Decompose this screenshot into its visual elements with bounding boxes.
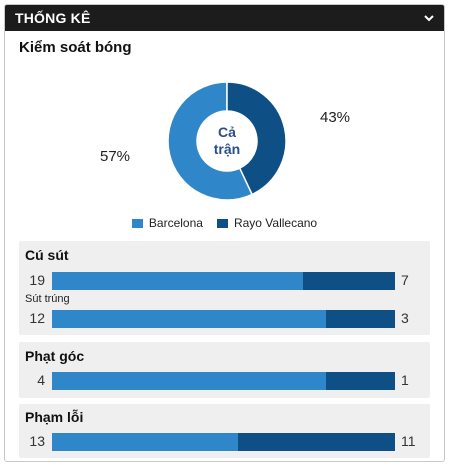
shots-on-target-bar-home [52, 310, 327, 328]
donut-center-line2: trận [213, 141, 241, 157]
corners-away-value: 1 [401, 372, 409, 388]
legend-swatch-away [216, 218, 228, 228]
donut-hole [197, 111, 257, 171]
corners-bar-home [52, 372, 327, 390]
shots-block: Cú sút 19 7 Sút trúng 12 3 [19, 241, 430, 335]
corners-home-value: 4 [37, 372, 45, 388]
legend-label-away: Rayo Vallecano [233, 216, 318, 230]
stats-panel: THỐNG KÊ Kiểm soát bóng Cả trận 57% 43% … [4, 4, 445, 462]
corners-label: Phạt góc [25, 348, 85, 364]
shots-bar-away [302, 272, 395, 290]
corners-block: Phạt góc 4 1 [19, 342, 430, 398]
shots-bar [52, 272, 395, 290]
corners-bar-away [326, 372, 395, 390]
shots-on-target-home-value: 12 [29, 310, 45, 326]
possession-title: Kiểm soát bóng [19, 39, 132, 56]
fouls-bar-home [52, 433, 238, 451]
legend-swatch-home [131, 218, 143, 228]
donut-center-line1: Cả [218, 124, 236, 140]
home-possession-pct: 57% [100, 148, 131, 165]
fouls-away-value: 11 [401, 433, 416, 449]
shots-row: 19 7 [19, 271, 430, 291]
fouls-row: 13 11 [19, 432, 430, 452]
legend-item-away: Rayo Vallecano [216, 216, 318, 230]
corners-row: 4 1 [19, 371, 430, 391]
legend-label-home: Barcelona [148, 216, 203, 230]
shots-on-target-label: Sút trúng [25, 293, 70, 305]
corners-bar [52, 372, 395, 390]
shots-home-value: 19 [29, 272, 45, 288]
panel-title: THỐNG KÊ [15, 10, 91, 26]
shots-away-value: 7 [401, 272, 409, 288]
shots-on-target-bar [52, 310, 395, 328]
legend: Barcelona Rayo Vallecano [5, 216, 444, 230]
chevron-down-icon[interactable] [422, 11, 436, 25]
panel-header[interactable]: THỐNG KÊ [5, 5, 444, 31]
fouls-home-value: 13 [29, 433, 45, 449]
shots-on-target-bar-away [326, 310, 395, 328]
donut-center-label: Cả trận [165, 79, 289, 203]
fouls-block: Phạm lỗi 13 11 [19, 404, 430, 458]
shots-bar-home [52, 272, 303, 290]
fouls-bar-away [237, 433, 395, 451]
fouls-bar [52, 433, 395, 451]
shots-on-target-away-value: 3 [401, 310, 409, 326]
shots-on-target-row: 12 3 [19, 309, 430, 329]
away-possession-pct: 43% [320, 109, 351, 126]
possession-donut: Cả trận [165, 79, 289, 203]
legend-item-home: Barcelona [131, 216, 203, 230]
shots-label: Cú sút [25, 247, 69, 263]
fouls-label: Phạm lỗi [25, 409, 84, 425]
